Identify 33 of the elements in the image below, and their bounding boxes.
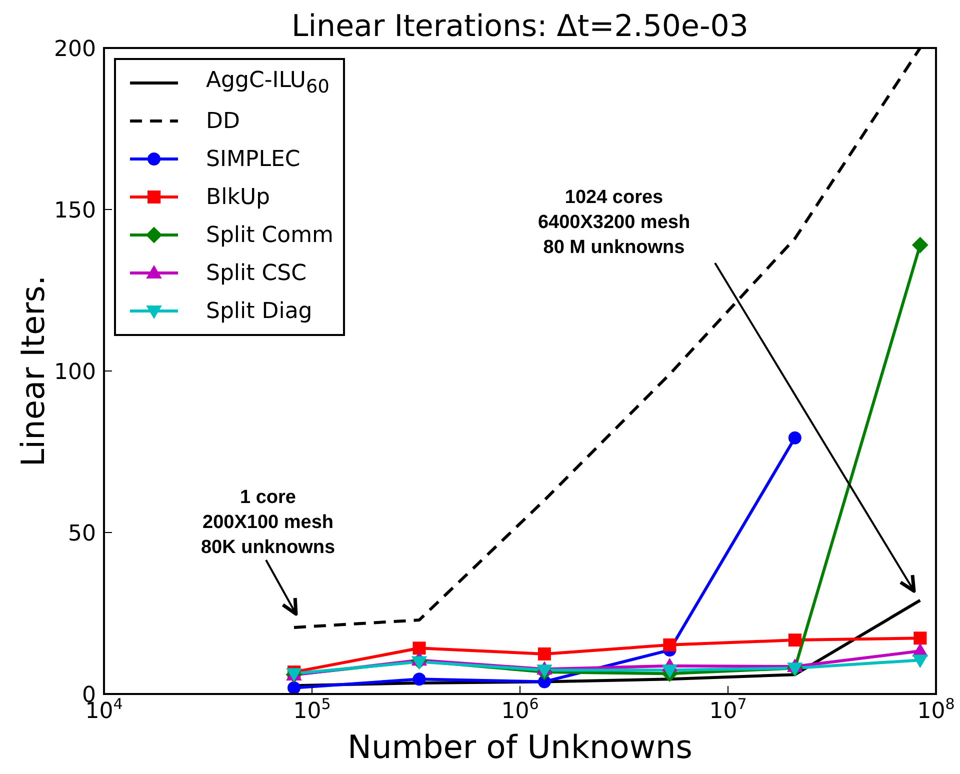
point xyxy=(412,656,427,670)
legend-label: Split Comm xyxy=(206,222,334,248)
point xyxy=(287,681,300,694)
y-axis-title: Linear Iters. xyxy=(14,275,52,467)
chart-title: Linear Iterations: Δt=2.50e-03 xyxy=(292,9,748,44)
point xyxy=(538,647,551,660)
point xyxy=(914,632,927,645)
legend-label: DD xyxy=(206,108,240,134)
legend-label: BlkUp xyxy=(206,184,270,210)
point xyxy=(787,662,802,676)
point xyxy=(788,431,802,444)
y-tick-label: 200 xyxy=(54,36,96,62)
x-tick-label: 10$^{6}$ xyxy=(501,695,539,724)
point xyxy=(912,654,928,668)
point xyxy=(412,672,426,686)
annotation: 1024 cores 6400X3200 mesh 80 M unknowns xyxy=(538,187,690,258)
point xyxy=(662,664,678,678)
y-tick-label: 100 xyxy=(54,360,96,385)
y-tick-label: 150 xyxy=(54,198,96,224)
x-tick-label: 10$^{5}$ xyxy=(293,695,331,724)
point xyxy=(663,638,676,652)
legend-label: SIMPLEC xyxy=(206,146,300,172)
legend-label: Split CSC xyxy=(206,260,306,286)
x-tick-label: 10$^{8}$ xyxy=(917,695,955,724)
x-tick-label: 10$^{7}$ xyxy=(709,695,747,724)
legend-label: Split Diag xyxy=(206,298,312,324)
x-axis-title: Number of Unknowns xyxy=(348,728,692,766)
point xyxy=(788,634,802,647)
point xyxy=(412,642,426,655)
annotation: 1 core 200X100 mesh 80K unknowns xyxy=(200,487,336,558)
y-tick-label: 50 xyxy=(68,521,96,546)
point xyxy=(912,237,928,254)
legend-label: AggC-ILU$_{60}$ xyxy=(206,68,330,98)
